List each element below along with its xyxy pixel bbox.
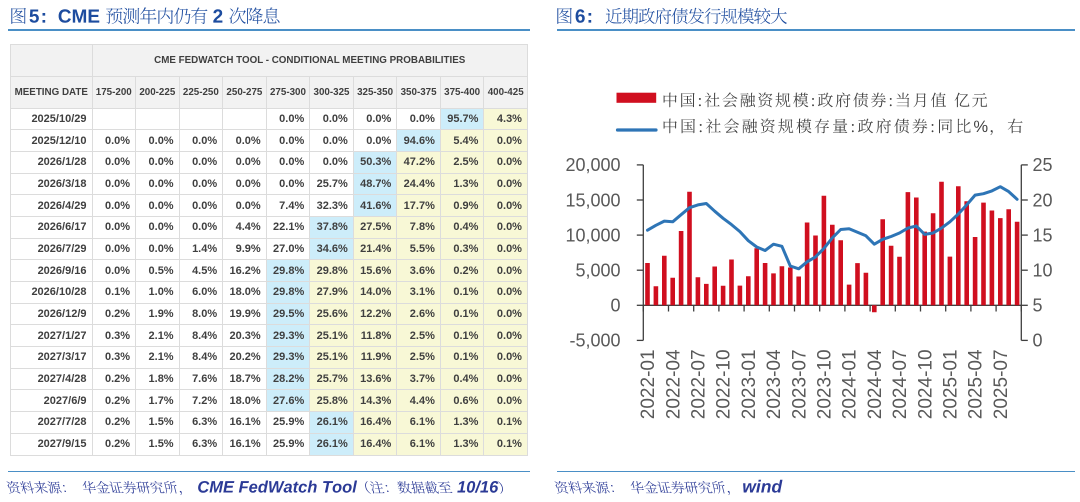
svg-text:5,000: 5,000 (575, 261, 620, 281)
svg-text:10,000: 10,000 (565, 225, 620, 245)
svg-text:20,000: 20,000 (565, 155, 620, 175)
svg-text:2022-04: 2022-04 (663, 349, 684, 419)
svg-text:2024-07: 2024-07 (890, 349, 911, 419)
svg-text:15: 15 (1033, 225, 1053, 245)
svg-text:2024-10: 2024-10 (915, 349, 936, 419)
svg-text:2023-10: 2023-10 (815, 349, 836, 419)
svg-text:2023-07: 2023-07 (789, 349, 810, 419)
svg-text:20: 20 (1033, 190, 1053, 210)
svg-text:15,000: 15,000 (565, 190, 620, 210)
svg-text:2024-01: 2024-01 (840, 349, 861, 419)
svg-text:0: 0 (610, 296, 620, 316)
svg-text:2023-01: 2023-01 (739, 349, 760, 419)
svg-text:5: 5 (1033, 296, 1043, 316)
svg-text:2023-04: 2023-04 (764, 349, 785, 419)
svg-text:2024-04: 2024-04 (865, 349, 886, 419)
svg-text:2022-07: 2022-07 (689, 349, 710, 419)
svg-text:2025-07: 2025-07 (991, 349, 1012, 419)
svg-text:2022-01: 2022-01 (638, 349, 659, 419)
svg-text:-5,000: -5,000 (569, 331, 620, 351)
svg-text:10: 10 (1033, 261, 1053, 281)
svg-text:2025-04: 2025-04 (966, 349, 987, 419)
svg-text:0: 0 (1033, 331, 1043, 351)
svg-text:2025-01: 2025-01 (941, 349, 962, 419)
svg-text:2022-10: 2022-10 (714, 349, 735, 419)
svg-text:25: 25 (1033, 155, 1053, 175)
